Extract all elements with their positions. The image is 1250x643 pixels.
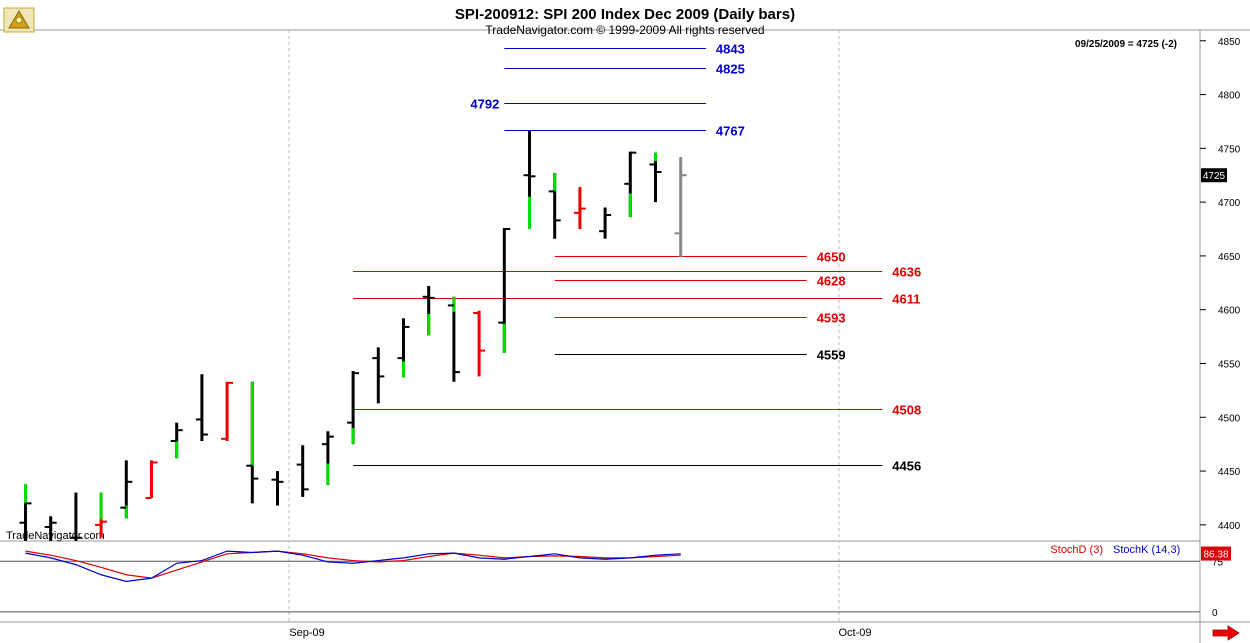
ohlc-bars	[19, 131, 687, 541]
level-label: 4611	[892, 292, 920, 307]
ohlc-bar	[221, 381, 234, 441]
ohlc-bar	[19, 483, 32, 541]
ohlc-bar	[422, 286, 435, 336]
ohlc-bar	[296, 445, 309, 497]
chart-title: SPI-200912: SPI 200 Index Dec 2009 (Dail…	[455, 6, 795, 23]
ohlc-bar	[69, 492, 82, 541]
ohlc-bar	[195, 374, 208, 441]
ohlc-bar	[523, 131, 536, 230]
level-label: 4636	[892, 265, 921, 280]
stoch-value-tag: 86.38	[1201, 546, 1231, 561]
ohlc-bar	[649, 152, 662, 203]
stoch-tick-label: 0	[1212, 608, 1218, 619]
level-label: 4456	[892, 459, 921, 474]
ohlc-bar	[246, 381, 259, 504]
price-tick-label: 4500	[1218, 413, 1241, 424]
ohlc-bar	[170, 422, 183, 459]
date-label-oct: Oct-09	[838, 627, 871, 639]
ohlc-bar	[321, 431, 334, 486]
level-label: 4650	[817, 250, 846, 265]
last-bar-info: 09/25/2009 = 4725 (-2)	[1075, 39, 1177, 50]
stoch-k-line	[25, 550, 681, 583]
last-price-label: 4725	[1203, 171, 1226, 182]
stoch-value-box	[1201, 546, 1231, 561]
ohlc-bar	[573, 187, 586, 230]
level-label: 4559	[817, 348, 846, 363]
stoch-value-label: 86.38	[1203, 550, 1228, 561]
level-label: 4825	[716, 62, 745, 77]
price-tick-label: 4450	[1218, 467, 1241, 478]
ohlc-bar	[498, 227, 511, 353]
ohlc-bar	[44, 516, 57, 541]
price-tick-label: 4550	[1218, 359, 1241, 370]
ohlc-bar	[674, 156, 687, 257]
ohlc-bar	[372, 347, 385, 404]
level-label: 4508	[892, 403, 921, 418]
level-label: 4792	[470, 97, 499, 112]
support-resistance-levels: 4843 4825 4792 4767 4650 4636 4628 4611 4593 4559…	[353, 42, 921, 474]
ohlc-bar	[599, 207, 612, 239]
ohlc-bar	[624, 151, 637, 218]
level-label: 4628	[817, 274, 846, 289]
price-tick-label: 4600	[1218, 306, 1241, 317]
stoch-tick-label: 75	[1212, 557, 1224, 568]
ohlc-bar	[120, 460, 133, 519]
trade-navigator-logo-icon[interactable]	[3, 7, 35, 33]
scroll-right-arrow-icon[interactable]	[1210, 625, 1240, 641]
ohlc-bar	[447, 296, 460, 382]
price-tick-label: 4650	[1218, 252, 1241, 263]
level-label: 4767	[716, 124, 745, 139]
last-price-tag: 4725	[1201, 168, 1227, 183]
copyright-text: TradeNavigator.com © 1999-2009 All right…	[485, 23, 764, 37]
price-axis: 4400 4450 4500 4550 4600 4650 4700 4750 4800 4850…	[1200, 37, 1241, 532]
ohlc-bar	[473, 310, 486, 377]
ohlc-bar	[397, 318, 410, 378]
price-tick-label: 4750	[1218, 144, 1241, 155]
ohlc-bar	[95, 492, 108, 538]
ohlc-bar	[271, 471, 284, 506]
ohlc-bar	[347, 371, 360, 445]
last-price-box	[1201, 168, 1227, 183]
ohlc-bar	[145, 460, 158, 499]
price-tick-label: 4700	[1218, 198, 1241, 209]
date-label-sep: Sep-09	[289, 627, 324, 639]
ohlc-bar	[548, 173, 561, 239]
price-tick-label: 4800	[1218, 91, 1241, 102]
watermark: TradeNavigator.com	[6, 530, 105, 542]
level-label: 4593	[817, 311, 846, 326]
stoch-d-legend: StochD (3)	[1050, 544, 1103, 556]
price-tick-label: 4400	[1218, 521, 1241, 532]
level-label: 4843	[716, 42, 745, 57]
price-tick-label: 4850	[1218, 37, 1241, 48]
stoch-k-legend: StochK (14,3)	[1113, 544, 1180, 556]
